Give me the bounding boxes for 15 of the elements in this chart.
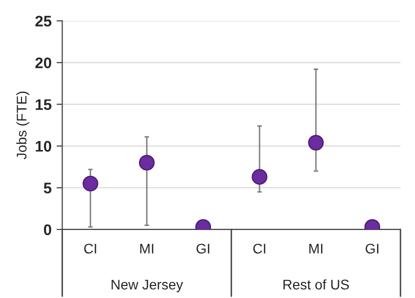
x-tick-label: GI (366, 244, 378, 254)
y-tick-label: 20 (35, 57, 52, 68)
y-tick-label: 5 (44, 182, 52, 194)
text: New Jersey (112, 280, 184, 292)
x-tick-label: GI (196, 244, 210, 254)
text: Rest of US (283, 279, 349, 290)
y-tick-label: 10 (36, 140, 52, 152)
x-tick-label: CI (253, 244, 266, 254)
y-tick-label: 0 (44, 224, 52, 236)
x-tick-label: CI (84, 244, 96, 254)
y-axis-title: Jobs (FTE) (16, 92, 30, 160)
x-tick-label: MI (140, 244, 154, 254)
x-tick-label: MI (309, 244, 322, 254)
y-tick-label: 25 (35, 16, 52, 27)
y-tick-label: 15 (36, 99, 52, 110)
